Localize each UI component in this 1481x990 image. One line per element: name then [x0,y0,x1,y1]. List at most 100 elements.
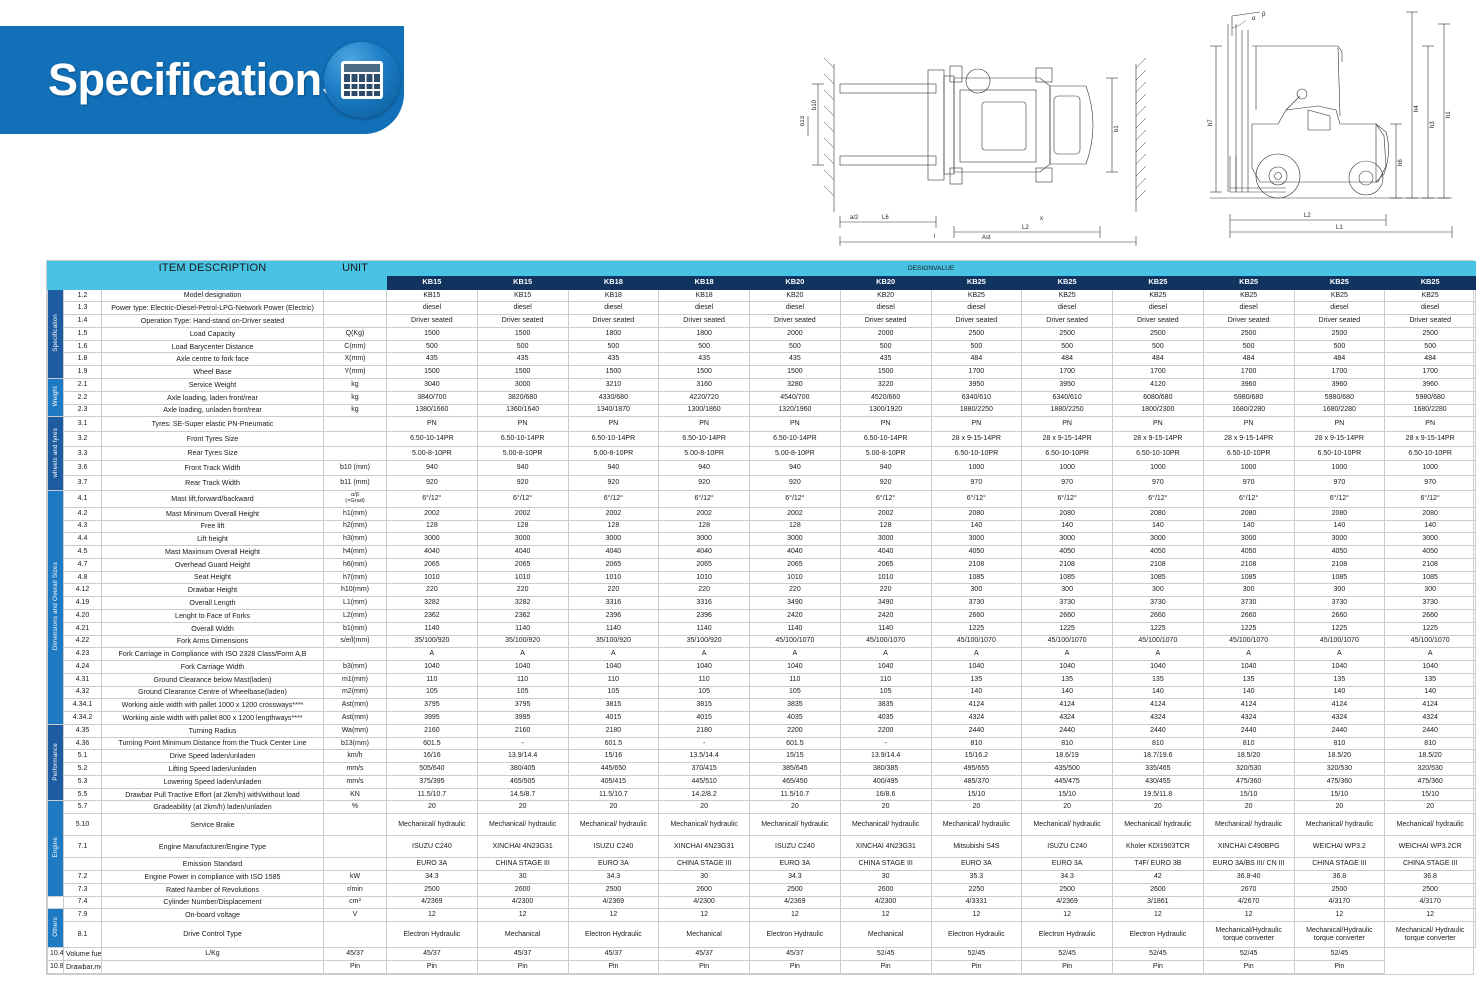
value-cell: 12 [749,908,841,923]
value-cell: 140 [1112,685,1204,700]
value-cell: 1010 [386,570,478,585]
section-label-performance: Performance [47,723,64,802]
value-cell: Kholer KDI1903TCR [1112,835,1204,859]
section-label-dimensions-and-overall-sizes: Dimensions and Overall Sizes [47,489,64,725]
value-cell: 3795 [386,698,478,713]
value-cell: 940 [749,460,841,477]
value-cell: PN [658,416,750,432]
value-cell: 1040 [1202,660,1295,674]
value-cell: 475/360 [1202,774,1295,789]
value-cell: 4124 [1384,698,1477,713]
value-cell: 135 [1202,672,1295,687]
row-unit: cm³ [323,895,387,910]
value-cell: 2440 [1202,723,1295,738]
value-cell: 495/655 [930,762,1023,776]
row-description: Rated Number of Revolutions [101,882,324,897]
row-number: 4.21 [63,621,102,636]
value-cell: 2080 [1384,506,1477,521]
section-label-text: Others [51,917,59,937]
value-cell: 2660 [1384,608,1477,623]
row-number: 4.12 [63,583,102,598]
value-cell: 5980/680 [1293,390,1386,405]
value-cell: 36.8 [1384,870,1477,884]
row-number: 5.2 [63,762,102,776]
value-cell: 2440 [930,723,1023,738]
header-row-models: KB15 KB15 KB18 KB18 KB20 KB20 KB25 KB25 KB25 KB25… [47,274,1477,290]
value-cell: 380/405 [476,762,569,776]
value-cell: KB25 [1384,288,1477,303]
value-cell: 4520/660 [839,390,932,405]
table-row: 1.8 Axle centre to fork face X(mm) 435 435 43… [48,352,1477,367]
value-cell: 6.50-10-14PR [658,431,750,447]
value-cell: Mechanical [476,921,569,949]
value-cell: 18.5/20 [1384,749,1477,764]
value-cell: 2396 [567,608,660,623]
value-cell: CHINA STAGE III [476,857,569,871]
row-number: 4.4 [63,532,102,547]
value-cell: Driver seated [567,314,660,328]
value-cell: Electron Hydraulic [930,921,1023,949]
forklift-side-view-diagram: h4 h3 h1 h6 h7 L2 L1 α β [1190,6,1475,246]
value-cell: 135 [1293,672,1386,687]
table-row: 8.1 Drive Control Type Electron Hydraulic M… [48,921,1477,949]
model-header-cell: KB20 [839,274,932,290]
value-cell: 20 [1293,800,1386,815]
row-number: 7.9 [63,908,102,923]
value-cell: 3000 [386,532,478,547]
value-cell: 5.00-8-10PR [386,445,478,462]
value-cell: 2180 [567,723,660,738]
value-cell: 2065 [386,557,478,572]
value-cell: 4124 [1021,698,1113,713]
row-unit: h7(mm) [323,570,387,585]
value-cell: 140 [1384,685,1477,700]
value-cell: 6°/12° [476,489,569,508]
row-description: Overall Length [101,596,324,610]
value-cell: CHINA STAGE III [839,857,932,871]
row-description: Drawbar,model/Type DIN [63,959,102,975]
value-cell: PN [476,416,569,432]
table-row: 4.22 Fork Arms Dimensions s/e/l(mm) 35/100/… [48,634,1477,649]
row-description: Drawbar Pull Tractive Effort (at 2km/h) … [101,787,324,802]
table-row: Weight 2.1 Service Weight kg 3040 3000 3210 316… [47,377,1477,418]
row-description: Lifting Speed laden/unladen [101,762,324,776]
value-cell: 4/2670 [1202,895,1295,910]
table-row: 4.31 Ground Clearance below Mast(laden) m1… [48,672,1477,687]
value-cell: Driver seated [749,314,841,328]
value-cell: 500 [1202,339,1295,354]
row-number: 4.32 [63,685,102,700]
value-cell: 12 [1293,908,1386,923]
value-cell: 28 x 9-15-14PR [1384,431,1477,447]
value-cell: 6°/12° [1021,489,1113,508]
row-unit: V [323,908,387,923]
value-cell: 15/10 [1384,787,1477,802]
value-cell: Mechanical/ hydraulic [1202,813,1295,837]
value-cell: 4035 [749,711,841,725]
value-cell: 128 [749,519,841,534]
svg-text:L1: L1 [1336,225,1343,231]
value-cell: Mechanical [839,921,932,949]
value-cell: 320/530 [1202,762,1295,776]
value-cell: 435/500 [1021,762,1113,776]
value-cell: 1010 [839,570,932,585]
value-cell: 20 [1384,800,1477,815]
value-cell: 5.00-8-10PR [567,445,660,462]
svg-text:L6: L6 [882,215,889,221]
value-cell: 13.5/14.4 [658,749,750,764]
section-label-specification: Specification [47,288,64,380]
row-number: 4.5 [63,545,102,559]
value-cell: 500 [1021,339,1113,354]
value-cell: 810 [1293,736,1386,751]
value-cell: A [1112,647,1204,662]
table-row: 1.3 Power type: Electric-Diesel-Petrol-LP… [48,301,1477,316]
value-cell: 6°/12° [1384,489,1477,508]
value-cell: 2160 [476,723,569,738]
value-cell: EURO 3A/BS III/ CN III [1202,857,1295,871]
row-unit: L2(mm) [323,608,387,623]
value-cell: 45/37 [749,947,841,961]
value-cell: 435 [749,352,841,367]
value-cell: EURO 3A [1021,857,1113,871]
model-header-cell: KB25 [1384,274,1477,290]
value-cell: 2670 [1202,882,1295,897]
value-cell: 1085 [1293,570,1386,585]
value-cell: Pin [1112,959,1204,975]
